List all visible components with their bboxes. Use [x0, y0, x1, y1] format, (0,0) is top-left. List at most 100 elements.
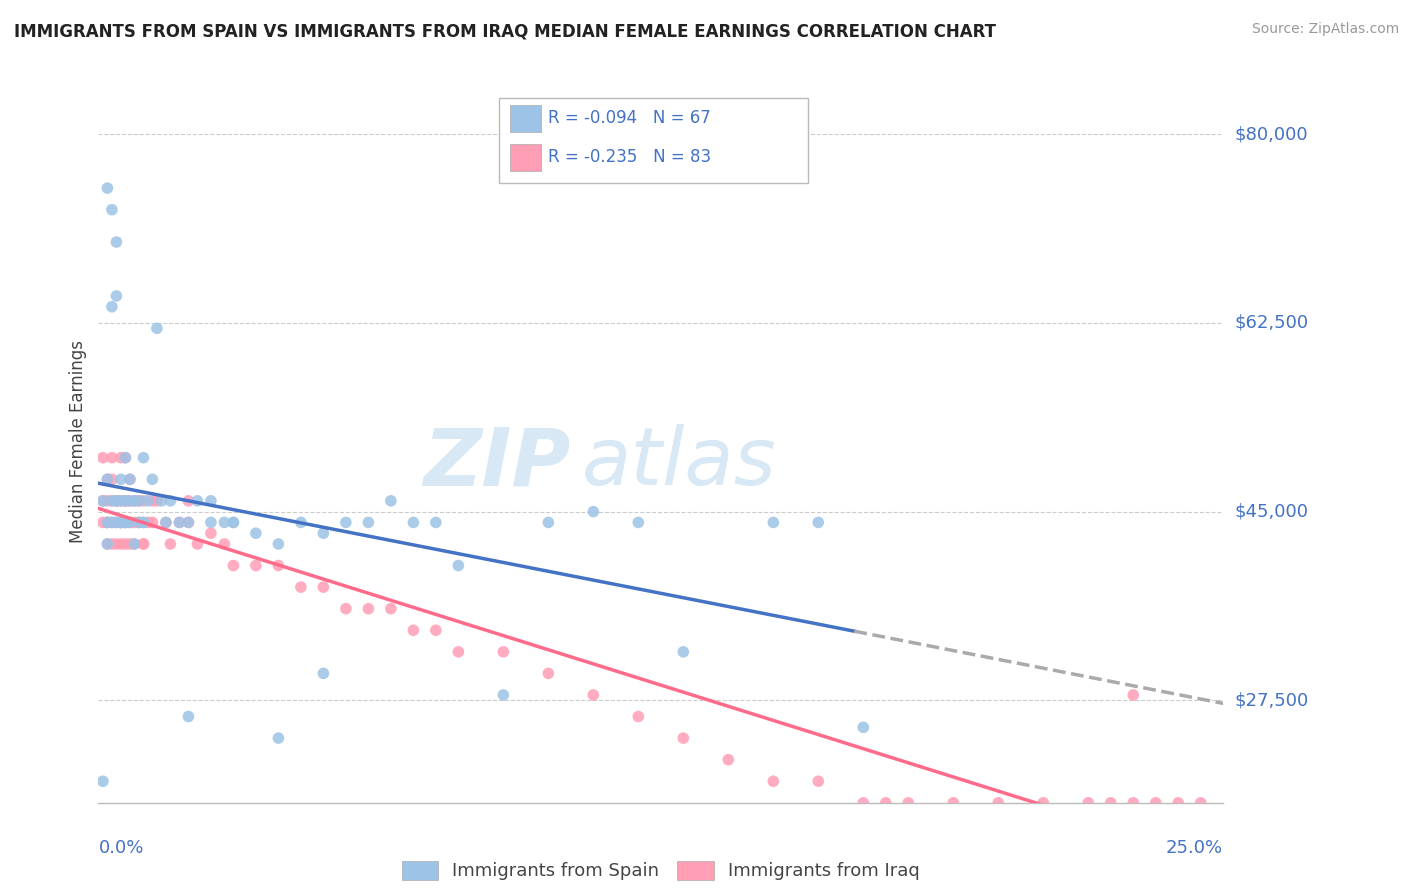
Point — [177, 516, 200, 530]
Point — [101, 537, 124, 551]
Point — [118, 516, 141, 530]
Point — [1144, 796, 1167, 810]
Point — [169, 516, 191, 530]
Text: 0.0%: 0.0% — [98, 838, 143, 857]
Point — [110, 472, 132, 486]
Point — [222, 516, 245, 530]
Point — [1189, 796, 1212, 810]
Text: 25.0%: 25.0% — [1166, 838, 1223, 857]
Point — [146, 493, 169, 508]
Point — [186, 493, 208, 508]
Point — [105, 516, 128, 530]
Point — [492, 645, 515, 659]
Point — [245, 558, 267, 573]
Text: Source: ZipAtlas.com: Source: ZipAtlas.com — [1251, 22, 1399, 37]
Point — [214, 516, 236, 530]
Text: $45,000: $45,000 — [1234, 502, 1309, 521]
Point — [627, 709, 650, 723]
Point — [96, 516, 118, 530]
Point — [807, 516, 830, 530]
Point — [762, 516, 785, 530]
Point — [118, 472, 141, 486]
Point — [290, 580, 312, 594]
Point — [114, 493, 136, 508]
Point — [114, 450, 136, 465]
Point — [132, 450, 155, 465]
Point — [537, 516, 560, 530]
Point — [118, 493, 141, 508]
Point — [159, 493, 181, 508]
Point — [110, 516, 132, 530]
Point — [492, 688, 515, 702]
Point — [114, 537, 136, 551]
Point — [245, 526, 267, 541]
Point — [447, 558, 470, 573]
Point — [335, 601, 357, 615]
Point — [101, 493, 124, 508]
Point — [110, 450, 132, 465]
Point — [110, 516, 132, 530]
Point — [402, 624, 425, 638]
Point — [942, 796, 965, 810]
Point — [96, 181, 118, 195]
Point — [91, 516, 114, 530]
Point — [110, 493, 132, 508]
Point — [96, 493, 118, 508]
Point — [101, 516, 124, 530]
Point — [105, 493, 128, 508]
Point — [177, 493, 200, 508]
Point — [101, 472, 124, 486]
Point — [177, 709, 200, 723]
Point — [124, 516, 146, 530]
Point — [105, 289, 128, 303]
Text: $27,500: $27,500 — [1234, 691, 1309, 709]
Point — [124, 537, 146, 551]
Point — [335, 516, 357, 530]
Point — [114, 493, 136, 508]
Point — [132, 537, 155, 551]
Point — [132, 516, 155, 530]
Point — [132, 537, 155, 551]
Point — [146, 321, 169, 335]
Point — [128, 516, 150, 530]
Point — [91, 493, 114, 508]
Point — [380, 493, 402, 508]
Point — [128, 516, 150, 530]
Point — [118, 493, 141, 508]
Point — [118, 537, 141, 551]
Point — [101, 493, 124, 508]
Point — [717, 753, 740, 767]
Point — [141, 493, 163, 508]
Point — [114, 516, 136, 530]
Point — [105, 493, 128, 508]
Point — [96, 537, 118, 551]
Point — [110, 493, 132, 508]
Point — [155, 516, 177, 530]
Point — [425, 516, 447, 530]
Text: IMMIGRANTS FROM SPAIN VS IMMIGRANTS FROM IRAQ MEDIAN FEMALE EARNINGS CORRELATION: IMMIGRANTS FROM SPAIN VS IMMIGRANTS FROM… — [14, 22, 995, 40]
Point — [132, 493, 155, 508]
Point — [267, 558, 290, 573]
Point — [141, 472, 163, 486]
Point — [114, 516, 136, 530]
Point — [897, 796, 920, 810]
Legend: Immigrants from Spain, Immigrants from Iraq: Immigrants from Spain, Immigrants from I… — [395, 854, 927, 888]
Text: $62,500: $62,500 — [1234, 314, 1309, 332]
Point — [290, 516, 312, 530]
Point — [155, 516, 177, 530]
Point — [582, 505, 605, 519]
Point — [425, 624, 447, 638]
Point — [101, 202, 124, 217]
Point — [169, 516, 191, 530]
Point — [357, 516, 380, 530]
Point — [312, 666, 335, 681]
Point — [357, 601, 380, 615]
Point — [105, 235, 128, 249]
Point — [96, 516, 118, 530]
Point — [124, 537, 146, 551]
Text: atlas: atlas — [582, 425, 778, 502]
Point — [875, 796, 897, 810]
Point — [672, 731, 695, 745]
Point — [807, 774, 830, 789]
Point — [91, 493, 114, 508]
